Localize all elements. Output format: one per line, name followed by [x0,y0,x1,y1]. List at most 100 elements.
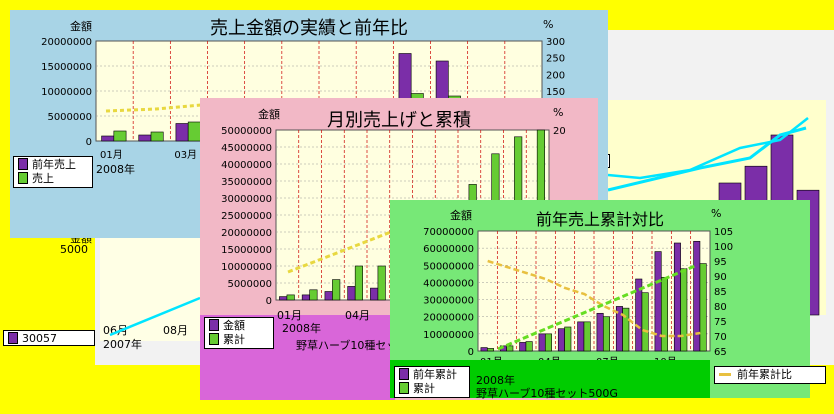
chart-b-x-tick: 04月 [345,309,370,322]
y-tick-label: 70000000 [423,227,474,238]
y-tick-label: 35000000 [221,177,272,188]
legend-swatch [399,368,409,380]
bar-prev [577,321,585,352]
bar-cur [525,341,533,352]
bar-cur [354,265,363,301]
bar-cur [602,316,610,352]
bar-prev [596,312,604,352]
chart-c-title: 前年売上累計対比 [535,210,664,229]
legend-label: 累計 [223,333,245,346]
back-year: 2007年 [103,338,142,351]
y2-tick-label: 90 [714,272,727,283]
y2-tick-label: 75 [714,317,727,328]
y-tick-label: 30000000 [221,194,272,205]
y2-tick-label: 300 [546,37,565,48]
legend-swatch [399,382,409,394]
y-tick-label: 10000000 [41,87,92,98]
y-tick-label: 0 [468,347,474,358]
y2-tick-label: 65 [714,347,727,358]
y2-tick-label: 80 [714,302,727,313]
chart-a-y2-unit: % [543,18,554,31]
legend-swatch [18,158,28,170]
chart-b-year: 2008年 [282,322,321,335]
bar-cur [660,276,668,352]
legend-label: 累計 [413,382,435,395]
legend-swatch [18,172,28,184]
y-tick-label: 45000000 [221,143,272,154]
bar-cur [680,268,688,352]
y-tick-label: 40000000 [221,160,272,171]
chart-b-title: 月別売上げと累積 [327,110,471,131]
legend-label: 30057 [22,331,57,345]
y2-tick-label: 200 [546,70,565,81]
bar-cur [377,265,386,301]
y2-tick-label: 250 [546,54,565,65]
legend-label: 前年累計比 [737,368,792,381]
bar-prev [557,328,565,352]
x-tick-label: 03月 [174,149,197,161]
chart-c-legend: 前年累計 累計 [394,366,470,398]
chart-c-legend-ratio: 前年累計比 [714,366,826,384]
legend-swatch [209,319,219,331]
bar-prev [480,347,488,352]
y-tick-label: 15000000 [221,245,272,256]
bar-cur [506,345,514,352]
chart-c-y-unit: 金額 [450,209,472,222]
bar-cur [564,326,572,352]
bar-cur [286,294,295,301]
y-tick-label: 10000000 [221,262,272,273]
bar-cur [641,292,649,352]
chart-c-y2-unit: % [711,207,722,220]
bar-prev [538,333,546,352]
trend-line [287,228,397,274]
y-tick-label: 0 [86,137,92,148]
bar-cur [699,263,707,352]
y-tick-label: 25000000 [221,211,272,222]
y-tick-label: 40000000 [423,278,474,289]
legend-label: 金額 [223,319,245,332]
y-tick-label: 0 [266,296,272,307]
bar-cur [332,279,341,301]
y-tick-label: 20000000 [41,37,92,48]
ratio-line [487,259,701,338]
bar-cur [622,307,630,352]
y-tick-label: 20000000 [221,228,272,239]
chart-b-x-tick: 01月 [277,309,302,322]
trend-line [109,296,201,337]
chart-c-year: 2008年 [476,374,515,387]
y2-tick-label: 20 [553,126,566,137]
y-tick-label: 5000000 [47,112,92,123]
chart-a-y-unit: 金額 [70,20,92,33]
x-tick-label: 01月 [100,149,123,161]
chart-a-year: 2008年 [96,163,135,176]
y-tick-label: 50000000 [221,126,272,137]
chart-b-product: 野草ハーブ10種セット [296,339,409,352]
y2-tick-label: 105 [714,227,733,238]
legend-label: 売上 [32,172,54,185]
back-x-tick: 08月 [163,324,188,337]
chart-a-title: 売上金額の実績と前年比 [210,18,408,39]
chart-b-legend: 金額 累計 [204,317,274,349]
bar-cur [113,130,127,142]
bar-cur [150,131,164,142]
bar-cur [309,289,318,301]
bar-cur [583,321,591,352]
y-tick-label: 20000000 [423,313,474,324]
y2-tick-label: 150 [546,87,565,98]
back-x-tick: 06月 [103,324,128,337]
legend-label: 前年売上 [32,158,76,171]
legend-label: 前年累計 [413,368,457,381]
back-y-tick: 5000 [60,243,88,256]
bar-cur [544,333,552,352]
bar-prev [519,342,527,352]
back-legend: 30057 [3,330,95,346]
chart-b-y2-unit: % [553,106,564,119]
chart-c-product: 野草ハーブ10種セット500G [476,387,618,400]
y2-tick-label: 85 [714,287,727,298]
y2-tick-label: 95 [714,257,727,268]
y2-tick-label: 100 [714,242,733,253]
trend-line [607,117,809,180]
trend-line [105,99,247,113]
chart-b-y-unit: 金額 [258,108,280,121]
chart-a-legend: 前年売上 売上 [13,156,93,188]
